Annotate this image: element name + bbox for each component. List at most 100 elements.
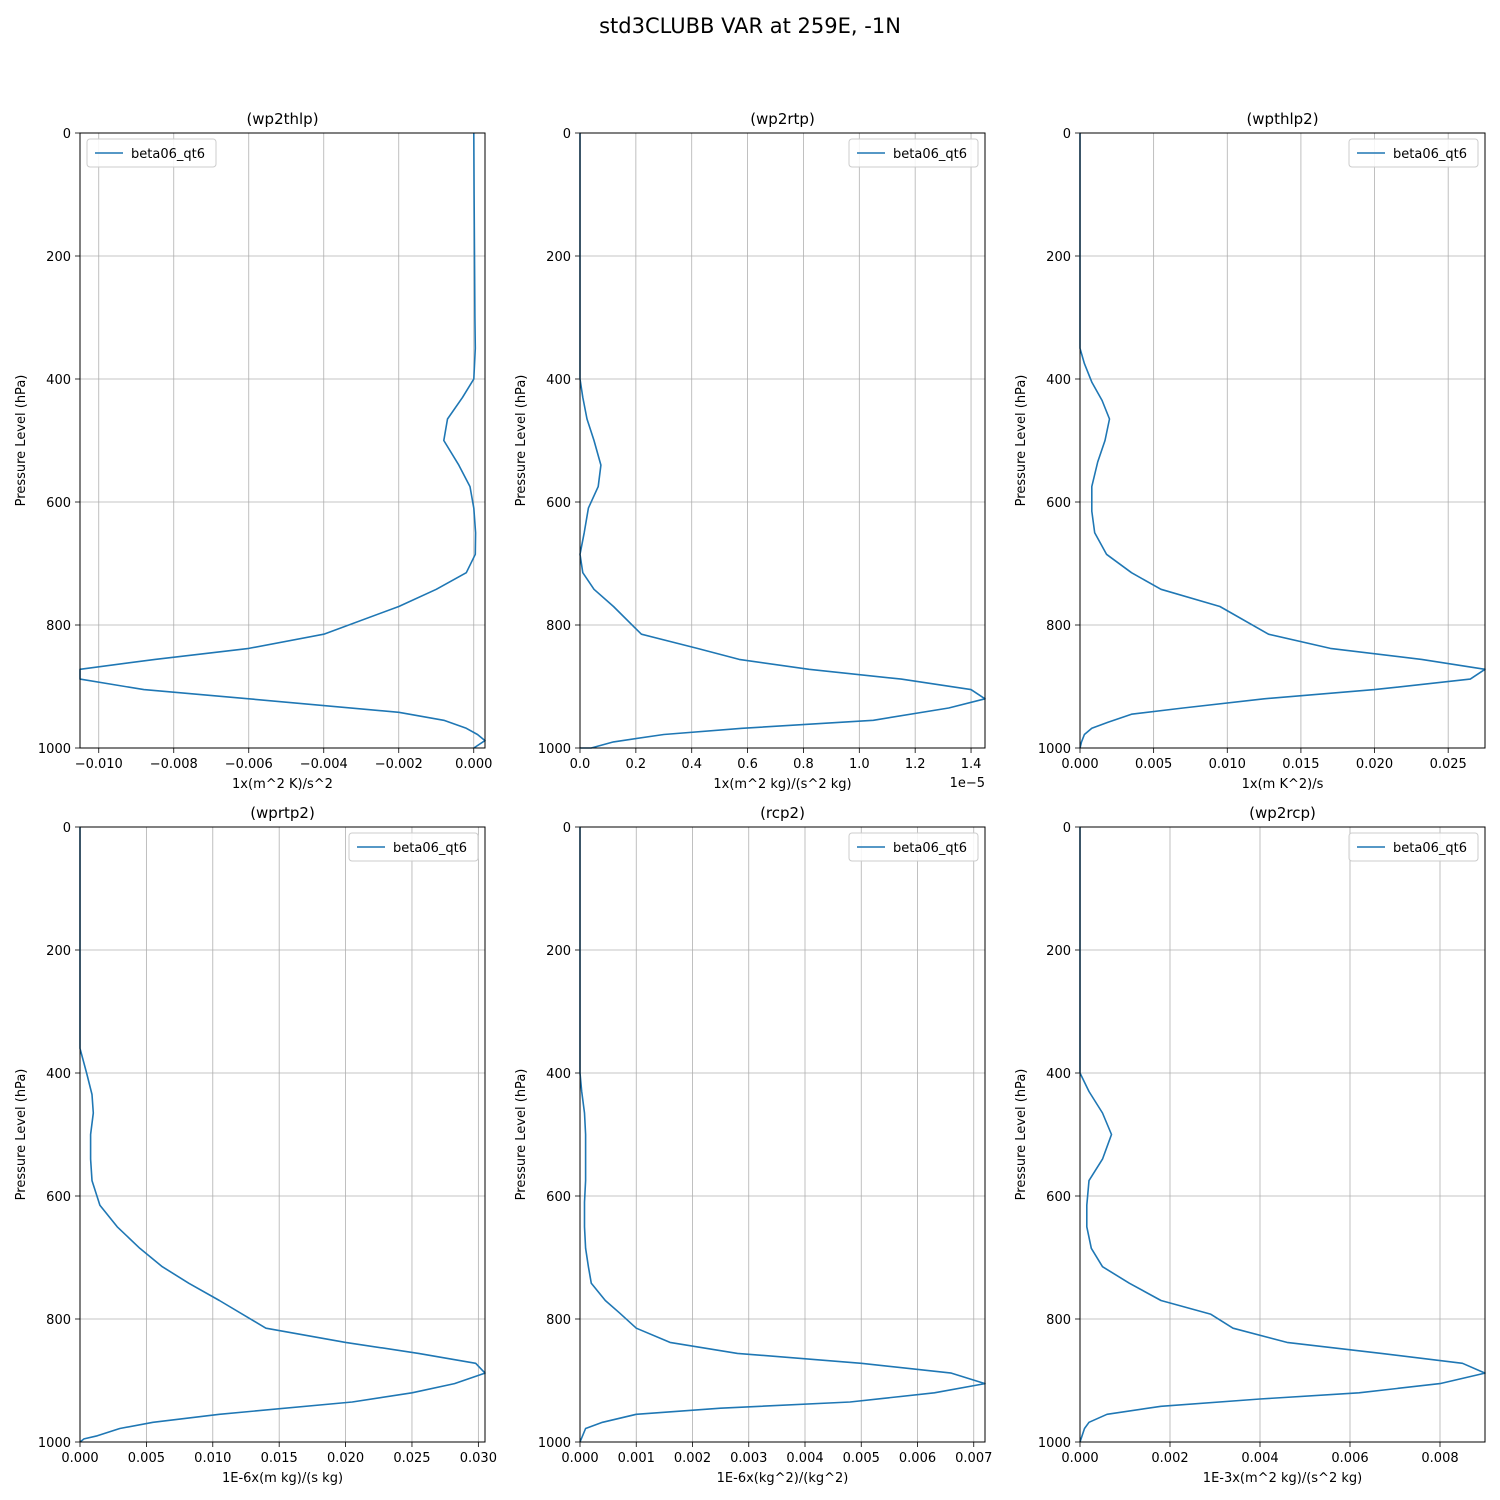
y-tick-label: 200 — [546, 944, 571, 959]
y-tick-label: 1000 — [538, 1436, 571, 1451]
x-tick-label: 0.2 — [626, 757, 647, 772]
x-tick-label: −0.008 — [150, 757, 198, 772]
x-axis-label: 1E-6x(m kg)/(s kg) — [222, 1471, 343, 1486]
x-tick-label: 0.007 — [955, 1451, 992, 1466]
legend: beta06_qt6 — [1348, 832, 1479, 862]
x-tick-label: 0.005 — [1135, 757, 1172, 772]
y-tick-label: 400 — [46, 1067, 71, 1082]
legend-box — [348, 832, 479, 862]
x-tick-label: 0.002 — [1151, 1451, 1188, 1466]
subplot-1: −0.010 −0.008 −0.006 −0.004 −0.002 0.000 0 200 4… — [14, 110, 492, 792]
subplot-2: 0.0 0.2 0.4 0.6 0.8 1.0 1.2 1.4 0 200 400 600 800 100… — [514, 110, 986, 792]
y-tick-label: 600 — [1046, 496, 1071, 511]
x-offset-text: 1e−5 — [950, 776, 985, 791]
y-axis-label: Pressure Level (hPa) — [1014, 375, 1029, 507]
series-line-beta06_qt6 — [1079, 827, 1486, 1443]
x-tick-label: 0.001 — [618, 1451, 655, 1466]
x-tick-label: 0.005 — [843, 1451, 880, 1466]
legend-box — [86, 138, 217, 168]
subplot-title: (wprtp2) — [250, 804, 315, 822]
x-tick-label: 0.025 — [1430, 757, 1467, 772]
subplot-title: (wp2rcp) — [1249, 804, 1316, 822]
y-tick-label: 200 — [46, 944, 71, 959]
y-axis-label: Pressure Level (hPa) — [514, 375, 529, 507]
x-tick-label: 1.2 — [905, 757, 926, 772]
x-axis-label: 1x(m^2 kg)/(s^2 kg) — [713, 777, 851, 792]
x-axis-label: 1E-3x(m^2 kg)/(s^2 kg) — [1203, 1471, 1362, 1486]
y-axis-label: Pressure Level (hPa) — [14, 375, 29, 507]
axes-frame — [579, 826, 986, 1443]
subplot-5: 0.000 0.001 0.002 0.003 0.004 0.005 0.006 0.007… — [514, 804, 992, 1486]
y-tick-label: 400 — [46, 373, 71, 388]
axes-frame — [79, 826, 486, 1443]
y-axis-label: Pressure Level (hPa) — [1014, 1069, 1029, 1201]
x-tick-label: −0.004 — [300, 757, 348, 772]
x-tick-label: 0.6 — [737, 757, 758, 772]
x-tick-label: −0.010 — [75, 757, 123, 772]
figure-title: std3CLUBB VAR at 259E, -1N — [599, 14, 901, 38]
y-tick-label: 200 — [46, 250, 71, 265]
series-line-beta06_qt6 — [579, 133, 986, 749]
y-tick-label: 0 — [1063, 127, 1071, 142]
y-tick-label: 1000 — [38, 742, 71, 757]
y-tick-label: 600 — [46, 1190, 71, 1205]
subplot-4: 0.000 0.005 0.010 0.015 0.020 0.025 0.030 0 200 4… — [14, 804, 497, 1486]
x-tick-label: 1.4 — [961, 757, 982, 772]
y-tick-label: 0 — [563, 127, 571, 142]
legend: beta06_qt6 — [1348, 138, 1479, 168]
y-tick-label: 1000 — [38, 1436, 71, 1451]
x-tick-label: 0.010 — [194, 1451, 231, 1466]
x-tick-label: 0.030 — [460, 1451, 497, 1466]
y-tick-label: 600 — [1046, 1190, 1071, 1205]
legend-label: beta06_qt6 — [893, 841, 967, 856]
x-tick-label: 0.000 — [455, 757, 492, 772]
x-tick-label: 0.006 — [1331, 1451, 1368, 1466]
x-tick-label: 0.004 — [1241, 1451, 1278, 1466]
x-tick-label: 0.020 — [327, 1451, 364, 1466]
legend-label: beta06_qt6 — [893, 147, 967, 162]
y-tick-label: 400 — [1046, 373, 1071, 388]
x-tick-label: 0.020 — [1356, 757, 1393, 772]
y-axis-label: Pressure Level (hPa) — [514, 1069, 529, 1201]
x-axis-label: 1x(m K^2)/s — [1242, 777, 1324, 792]
x-tick-label: 0.000 — [1061, 757, 1098, 772]
y-tick-label: 0 — [63, 127, 71, 142]
x-tick-label: 0.025 — [393, 1451, 430, 1466]
x-tick-label: 0.003 — [730, 1451, 767, 1466]
legend: beta06_qt6 — [848, 832, 979, 862]
y-tick-label: 800 — [1046, 1313, 1071, 1328]
series-line-beta06_qt6 — [79, 827, 486, 1443]
y-tick-label: 800 — [1046, 619, 1071, 634]
subplot-title: (wp2rtp) — [750, 110, 815, 128]
subplot-6: 0.000 0.002 0.004 0.006 0.008 0 200 400 600 800 10… — [1014, 804, 1486, 1486]
y-tick-label: 200 — [546, 250, 571, 265]
y-tick-label: 600 — [546, 496, 571, 511]
series-line-beta06_qt6 — [579, 827, 986, 1443]
legend-box — [1348, 832, 1479, 862]
subplot-title: (rcp2) — [760, 804, 805, 822]
x-tick-label: 0.002 — [674, 1451, 711, 1466]
x-tick-label: −0.002 — [375, 757, 423, 772]
legend-label: beta06_qt6 — [1393, 147, 1467, 162]
x-tick-label: 1.0 — [849, 757, 870, 772]
axes-frame — [79, 132, 486, 749]
y-tick-label: 400 — [546, 373, 571, 388]
y-axis-label: Pressure Level (hPa) — [14, 1069, 29, 1201]
x-tick-label: 0.000 — [561, 1451, 598, 1466]
x-tick-label: 0.008 — [1421, 1451, 1458, 1466]
series-line-beta06_qt6 — [1079, 133, 1486, 749]
y-tick-label: 800 — [546, 619, 571, 634]
y-tick-label: 600 — [46, 496, 71, 511]
x-tick-label: 0.010 — [1209, 757, 1246, 772]
legend-label: beta06_qt6 — [393, 841, 467, 856]
y-tick-label: 1000 — [1038, 1436, 1071, 1451]
x-tick-label: 0.8 — [793, 757, 814, 772]
y-tick-label: 200 — [1046, 944, 1071, 959]
x-tick-label: 0.0 — [570, 757, 591, 772]
legend: beta06_qt6 — [348, 832, 479, 862]
legend-box — [1348, 138, 1479, 168]
legend-label: beta06_qt6 — [1393, 841, 1467, 856]
y-tick-label: 0 — [1063, 821, 1071, 836]
y-tick-label: 400 — [546, 1067, 571, 1082]
